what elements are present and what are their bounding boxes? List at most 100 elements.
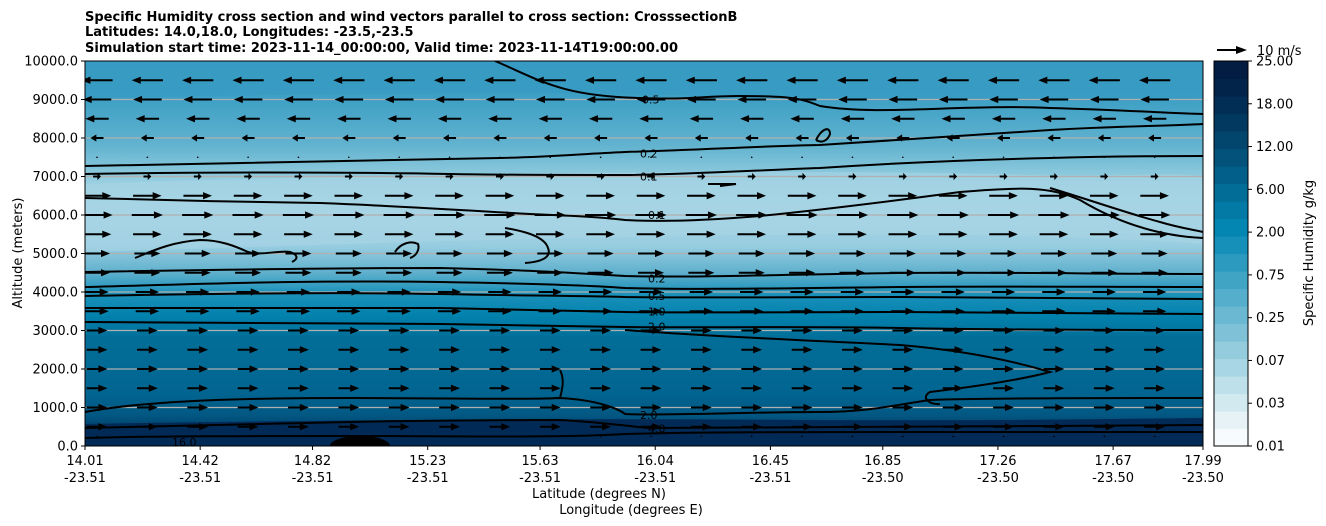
wind-vector-head bbox=[435, 95, 445, 104]
wind-vector bbox=[237, 346, 259, 354]
wind-vector-head bbox=[551, 346, 561, 354]
wind-vector bbox=[789, 269, 816, 277]
wind-vector-head bbox=[200, 288, 210, 296]
x-tick-label-lon: -23.51 bbox=[634, 471, 676, 486]
wind-vector-head bbox=[702, 384, 712, 392]
colorbar-swatch bbox=[1214, 218, 1248, 237]
wind-vector-head bbox=[603, 288, 613, 296]
x-tick-label-lat: 17.99 bbox=[1184, 454, 1221, 469]
wind-vector bbox=[93, 172, 101, 181]
contour-line-0.5-upper bbox=[494, 61, 1203, 115]
contour-line-0.2 bbox=[85, 123, 1203, 167]
y-tick-label: 3000.0 bbox=[33, 324, 79, 339]
wind-vector-head bbox=[199, 403, 209, 412]
wind-vector bbox=[650, 156, 652, 159]
colorbar-tick-label: 2.00 bbox=[1256, 226, 1285, 241]
wind-vector bbox=[338, 403, 360, 412]
wind-vector bbox=[85, 249, 110, 258]
wind-vector-head bbox=[543, 134, 550, 142]
wind-vector bbox=[489, 423, 511, 431]
wind-vector-head bbox=[803, 423, 813, 431]
wind-vector-head bbox=[400, 384, 410, 392]
wind-vector-head bbox=[1007, 269, 1017, 277]
wind-vector bbox=[85, 307, 109, 315]
wind-vector bbox=[991, 307, 1016, 315]
wind-vector-head bbox=[836, 76, 846, 84]
wind-vector bbox=[237, 403, 259, 412]
wind-vector-head bbox=[607, 211, 617, 219]
wind-vector bbox=[1053, 156, 1055, 159]
wind-vector-head bbox=[151, 269, 161, 277]
terrain-bump bbox=[330, 436, 390, 446]
colorbar-swatch bbox=[1214, 341, 1248, 360]
wind-vector-head bbox=[758, 211, 768, 219]
wind-vector-head bbox=[148, 346, 158, 354]
wind-vector-head bbox=[653, 307, 663, 315]
wind-vector-head bbox=[241, 134, 248, 142]
wind-vector bbox=[685, 76, 717, 84]
wind-vector-head bbox=[853, 326, 863, 335]
wind-vector-head bbox=[554, 249, 564, 258]
wind-vector bbox=[690, 403, 712, 412]
wind-vector-head bbox=[652, 423, 662, 431]
wind-vector bbox=[737, 230, 767, 238]
wind-vector-head bbox=[694, 134, 701, 142]
wind-vector-head bbox=[704, 288, 714, 296]
wind-vector-head bbox=[1010, 211, 1020, 219]
wind-vector bbox=[133, 192, 162, 200]
wind-vector-head bbox=[859, 211, 869, 219]
wind-vector-head bbox=[1055, 326, 1065, 335]
wind-vector bbox=[639, 288, 663, 296]
wind-vector bbox=[942, 365, 964, 373]
wind-vector-head bbox=[400, 346, 410, 354]
wind-vector-head bbox=[605, 230, 615, 238]
wind-vector-head bbox=[103, 211, 113, 219]
wind-vector bbox=[1142, 115, 1167, 123]
wind-vector bbox=[938, 230, 968, 238]
wind-vector-head bbox=[98, 326, 108, 335]
wind-vector-head bbox=[450, 326, 460, 335]
wind-vector bbox=[232, 76, 264, 84]
wind-vector bbox=[638, 269, 664, 277]
wind-vector-head bbox=[502, 307, 512, 315]
wind-vector-head bbox=[1056, 307, 1066, 315]
y-tick-label: 10000.0 bbox=[24, 55, 78, 70]
wind-vector bbox=[284, 230, 313, 238]
wind-vector bbox=[1038, 76, 1070, 84]
wind-vector-head bbox=[236, 115, 246, 123]
wind-vector bbox=[86, 423, 108, 431]
wind-vector-head bbox=[201, 249, 211, 258]
wind-vector bbox=[183, 192, 213, 200]
x-axis: 14.01 -23.51 14.42 -23.51 14.82 -23.51 15.23 -2… bbox=[64, 446, 1224, 486]
wind-vector bbox=[993, 384, 1014, 392]
wind-vector bbox=[687, 95, 716, 104]
wind-vector bbox=[639, 115, 663, 123]
wind-vector bbox=[143, 172, 152, 181]
wind-vector-head bbox=[433, 76, 443, 84]
wind-vector bbox=[1144, 326, 1166, 335]
wind-vector bbox=[851, 156, 854, 159]
wind-vector bbox=[338, 384, 360, 392]
quiver-key-arrow-head bbox=[1236, 46, 1247, 54]
wind-vector-head bbox=[450, 346, 460, 354]
wind-vector-head bbox=[85, 95, 92, 104]
wind-vector-head bbox=[909, 211, 919, 219]
wind-vector-head bbox=[252, 249, 262, 258]
wind-vector-head bbox=[959, 211, 969, 219]
wind-vector bbox=[989, 230, 1018, 238]
wind-vector bbox=[90, 134, 104, 142]
wind-vector bbox=[285, 249, 312, 258]
wind-vector-head bbox=[754, 288, 764, 296]
contour-label: 0.2 bbox=[648, 273, 666, 286]
wind-vector bbox=[891, 307, 915, 315]
wind-vector-head bbox=[1055, 365, 1065, 373]
wind-vector bbox=[587, 249, 614, 258]
wind-vector-head bbox=[203, 192, 213, 200]
wind-vector-head bbox=[602, 365, 612, 373]
wind-vector-head bbox=[248, 172, 252, 181]
wind-vector bbox=[997, 134, 1011, 142]
wind-vector bbox=[1089, 230, 1119, 238]
wind-vector bbox=[1088, 76, 1120, 84]
wind-vector bbox=[952, 156, 954, 159]
